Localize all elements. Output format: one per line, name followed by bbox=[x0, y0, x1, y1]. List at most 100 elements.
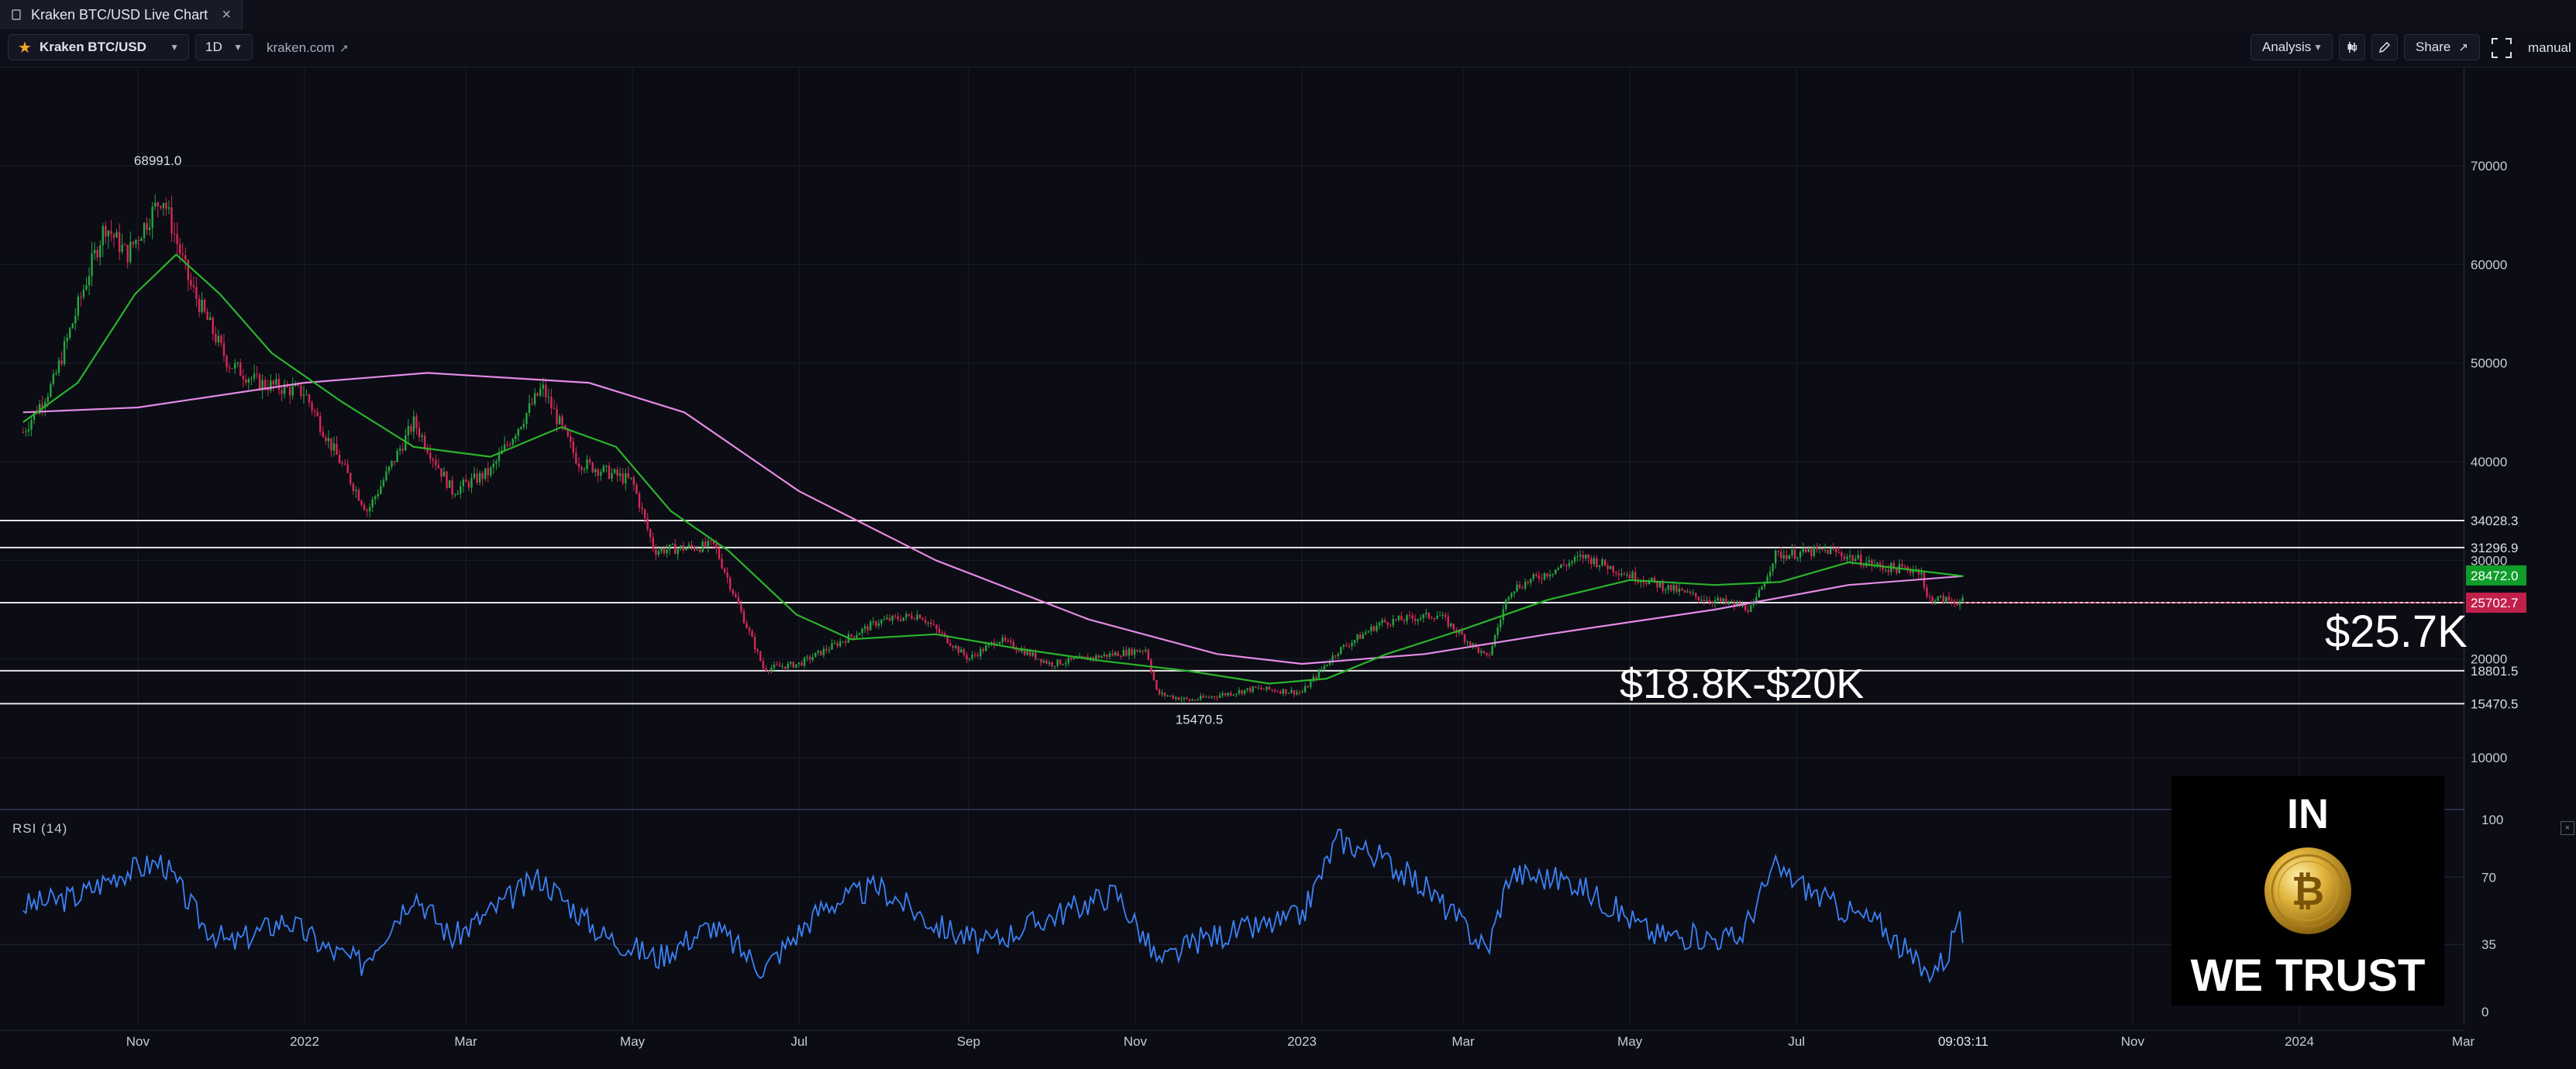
candle-body bbox=[1662, 582, 1664, 591]
candle-body bbox=[1246, 688, 1248, 690]
candle-body bbox=[1722, 598, 1724, 602]
candle-body bbox=[1392, 619, 1394, 625]
candle-body bbox=[330, 438, 332, 451]
candle-body bbox=[1805, 548, 1807, 552]
candle-body bbox=[1420, 617, 1422, 620]
candle-body bbox=[391, 461, 393, 467]
pane-separator[interactable] bbox=[0, 809, 2464, 810]
rsi-legend: RSI (14) bbox=[12, 821, 68, 836]
candle-body bbox=[1218, 695, 1221, 698]
candle-body bbox=[1961, 597, 1964, 602]
candle-body bbox=[1793, 549, 1796, 559]
candle-body bbox=[737, 596, 740, 604]
candle-body bbox=[1807, 548, 1810, 552]
draw-button[interactable] bbox=[2371, 34, 2398, 60]
candle-body bbox=[407, 425, 410, 435]
candle-body bbox=[1535, 574, 1538, 576]
candle-body bbox=[1832, 548, 1834, 550]
tab-kraken-chart[interactable]: Kraken BTC/USD Live Chart × bbox=[0, 0, 243, 29]
candle-body bbox=[773, 664, 776, 669]
close-icon[interactable]: × bbox=[222, 6, 231, 23]
candle-body bbox=[1001, 637, 1004, 642]
candle-body bbox=[1648, 580, 1651, 585]
candle-body bbox=[1645, 583, 1648, 585]
candle-body bbox=[1934, 600, 1937, 603]
candle-body bbox=[1191, 699, 1193, 701]
candle-body bbox=[1266, 686, 1268, 690]
candle-body bbox=[1133, 649, 1136, 655]
candle-body bbox=[360, 500, 363, 505]
candle-body bbox=[1609, 565, 1612, 569]
candle-body bbox=[1321, 669, 1323, 671]
close-icon[interactable]: × bbox=[2561, 821, 2574, 835]
svg-text:₿: ₿ bbox=[2292, 868, 2324, 915]
candle-body bbox=[946, 635, 949, 644]
candle-body bbox=[866, 626, 869, 631]
candle-body bbox=[968, 658, 971, 660]
candle-body bbox=[1598, 565, 1601, 567]
candle-body bbox=[1945, 596, 1947, 603]
candle-body bbox=[1073, 658, 1076, 660]
analysis-dropdown[interactable]: Analysis ▼ bbox=[2251, 34, 2333, 60]
candle-body bbox=[245, 379, 247, 383]
candle-body bbox=[1345, 644, 1348, 646]
candle-body bbox=[591, 462, 594, 473]
candle-body bbox=[429, 452, 432, 459]
candle-body bbox=[1307, 686, 1309, 688]
candle-body bbox=[1207, 696, 1211, 698]
candle-body bbox=[515, 435, 517, 439]
candle-body bbox=[1422, 614, 1424, 618]
indicators-button[interactable] bbox=[2339, 34, 2365, 60]
candle-body bbox=[767, 671, 770, 672]
candle-body bbox=[99, 245, 102, 258]
candle-body bbox=[1719, 598, 1722, 602]
time-axis-label: Jul bbox=[790, 1034, 808, 1049]
candle-body bbox=[1257, 687, 1259, 689]
candle-body bbox=[1042, 660, 1045, 663]
candle-body bbox=[1876, 562, 1879, 565]
candle-body bbox=[1620, 573, 1623, 576]
candle-body bbox=[1362, 634, 1364, 639]
candle-body bbox=[1111, 653, 1114, 655]
candle-body bbox=[50, 383, 52, 397]
level-label: 34028.3 bbox=[2471, 514, 2518, 528]
source-link[interactable]: kraken.com ↗ bbox=[267, 40, 349, 56]
candle-body bbox=[1026, 651, 1028, 655]
candle-body bbox=[129, 242, 132, 263]
candle-body bbox=[982, 648, 984, 651]
candle-body bbox=[350, 473, 352, 484]
candle-body bbox=[1488, 655, 1491, 656]
share-button[interactable]: Share ↗ bbox=[2404, 34, 2480, 60]
candle-body bbox=[412, 416, 415, 432]
mode-label[interactable]: manual bbox=[2528, 40, 2571, 55]
candle-body bbox=[1937, 596, 1939, 601]
candle-body bbox=[553, 407, 556, 410]
candle-body bbox=[38, 404, 41, 414]
candle-body bbox=[1193, 699, 1197, 701]
candle-body bbox=[1441, 614, 1444, 616]
candle-body bbox=[366, 510, 368, 512]
candle-body bbox=[85, 285, 88, 290]
candle-body bbox=[451, 480, 453, 495]
candle-body bbox=[332, 443, 336, 451]
candle-body bbox=[682, 545, 685, 551]
candle-body bbox=[1108, 653, 1111, 657]
candle-body bbox=[1293, 689, 1296, 695]
fullscreen-icon[interactable] bbox=[2489, 36, 2514, 60]
candle-body bbox=[215, 334, 217, 343]
interval-selector[interactable]: 1D ▼ bbox=[195, 34, 253, 60]
star-icon[interactable]: ★ bbox=[18, 39, 32, 57]
candle-body bbox=[68, 328, 71, 338]
candle-body bbox=[795, 664, 797, 668]
candle-body bbox=[570, 436, 572, 442]
candle-body bbox=[1521, 588, 1524, 589]
symbol-selector[interactable]: ★ Kraken BTC/USD ▼ bbox=[8, 34, 189, 60]
candle-body bbox=[1021, 649, 1023, 652]
candle-body bbox=[82, 289, 85, 297]
candle-body bbox=[1750, 605, 1752, 612]
candle-body bbox=[1131, 648, 1133, 655]
candle-body bbox=[1334, 655, 1337, 657]
candle-body bbox=[253, 373, 256, 379]
time-axis-label: 2022 bbox=[290, 1034, 319, 1049]
candle-body bbox=[143, 223, 146, 239]
